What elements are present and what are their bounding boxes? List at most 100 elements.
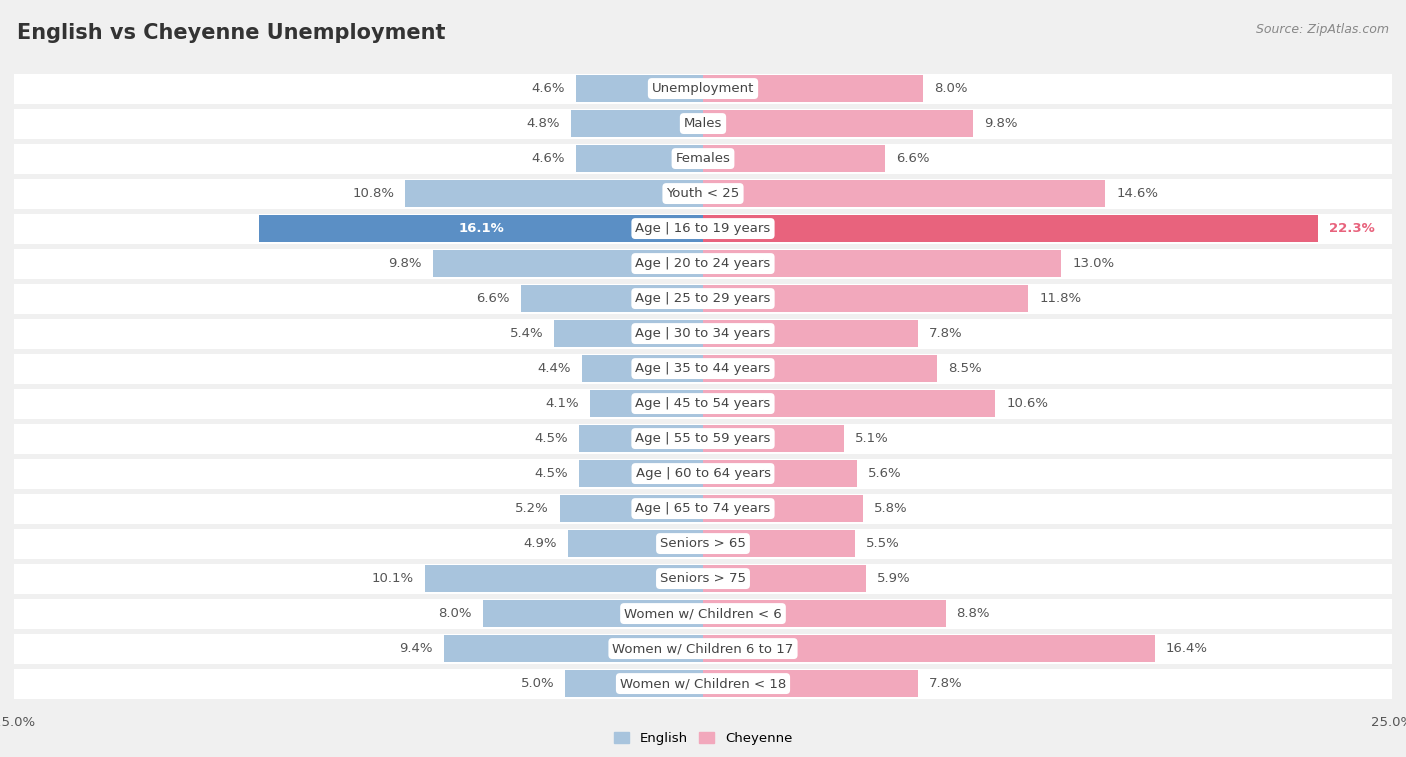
Bar: [568, 530, 703, 557]
FancyBboxPatch shape: [14, 284, 1392, 313]
FancyBboxPatch shape: [14, 668, 1392, 699]
Bar: [703, 670, 918, 697]
FancyBboxPatch shape: [14, 213, 1392, 244]
Text: Women w/ Children 6 to 17: Women w/ Children 6 to 17: [613, 642, 793, 655]
Bar: [259, 215, 703, 242]
Text: 13.0%: 13.0%: [1073, 257, 1115, 270]
Bar: [703, 355, 938, 382]
Text: Youth < 25: Youth < 25: [666, 187, 740, 200]
FancyBboxPatch shape: [14, 179, 1392, 209]
Text: Age | 25 to 29 years: Age | 25 to 29 years: [636, 292, 770, 305]
Text: 14.6%: 14.6%: [1116, 187, 1159, 200]
Text: 9.8%: 9.8%: [984, 117, 1018, 130]
FancyBboxPatch shape: [14, 144, 1392, 173]
Text: 16.1%: 16.1%: [458, 222, 503, 235]
FancyBboxPatch shape: [14, 494, 1392, 524]
FancyBboxPatch shape: [14, 319, 1392, 349]
Bar: [703, 320, 918, 347]
Text: Age | 30 to 34 years: Age | 30 to 34 years: [636, 327, 770, 340]
Text: 5.0%: 5.0%: [520, 677, 554, 690]
Text: 8.8%: 8.8%: [956, 607, 990, 620]
Bar: [703, 180, 1105, 207]
Text: 4.6%: 4.6%: [531, 152, 565, 165]
FancyBboxPatch shape: [14, 459, 1392, 488]
Bar: [582, 355, 703, 382]
Text: 9.4%: 9.4%: [399, 642, 433, 655]
Bar: [703, 635, 1154, 662]
Text: 10.6%: 10.6%: [1007, 397, 1047, 410]
Text: 16.4%: 16.4%: [1166, 642, 1208, 655]
Bar: [433, 250, 703, 277]
Text: 5.6%: 5.6%: [869, 467, 903, 480]
FancyBboxPatch shape: [14, 528, 1392, 559]
Text: Age | 60 to 64 years: Age | 60 to 64 years: [636, 467, 770, 480]
Text: Women w/ Children < 6: Women w/ Children < 6: [624, 607, 782, 620]
Text: 5.9%: 5.9%: [876, 572, 910, 585]
Bar: [560, 495, 703, 522]
Text: Age | 45 to 54 years: Age | 45 to 54 years: [636, 397, 770, 410]
Text: 7.8%: 7.8%: [929, 327, 963, 340]
Bar: [703, 285, 1028, 312]
Text: 5.8%: 5.8%: [875, 502, 907, 515]
Bar: [482, 600, 703, 628]
Text: 8.0%: 8.0%: [935, 82, 967, 95]
Text: Age | 20 to 24 years: Age | 20 to 24 years: [636, 257, 770, 270]
Text: 10.8%: 10.8%: [353, 187, 394, 200]
FancyBboxPatch shape: [14, 634, 1392, 664]
Text: Women w/ Children < 18: Women w/ Children < 18: [620, 677, 786, 690]
Text: 8.0%: 8.0%: [439, 607, 471, 620]
Bar: [571, 110, 703, 137]
Text: 4.9%: 4.9%: [523, 537, 557, 550]
Bar: [703, 530, 855, 557]
Text: 4.4%: 4.4%: [537, 362, 571, 375]
Bar: [554, 320, 703, 347]
Text: 6.6%: 6.6%: [477, 292, 510, 305]
Text: Source: ZipAtlas.com: Source: ZipAtlas.com: [1256, 23, 1389, 36]
FancyBboxPatch shape: [14, 354, 1392, 384]
Bar: [703, 600, 945, 628]
Text: Age | 65 to 74 years: Age | 65 to 74 years: [636, 502, 770, 515]
Text: Seniors > 75: Seniors > 75: [659, 572, 747, 585]
Bar: [425, 565, 703, 592]
Bar: [703, 145, 884, 172]
Bar: [444, 635, 703, 662]
Text: English vs Cheyenne Unemployment: English vs Cheyenne Unemployment: [17, 23, 446, 42]
Text: Males: Males: [683, 117, 723, 130]
Text: 9.8%: 9.8%: [388, 257, 422, 270]
Text: 5.4%: 5.4%: [509, 327, 543, 340]
Text: Seniors > 65: Seniors > 65: [659, 537, 747, 550]
Text: 4.8%: 4.8%: [526, 117, 560, 130]
Bar: [703, 250, 1062, 277]
FancyBboxPatch shape: [14, 423, 1392, 453]
FancyBboxPatch shape: [14, 563, 1392, 593]
Bar: [579, 460, 703, 488]
Bar: [703, 110, 973, 137]
FancyBboxPatch shape: [14, 388, 1392, 419]
Bar: [703, 390, 995, 417]
Bar: [703, 425, 844, 452]
Text: Females: Females: [675, 152, 731, 165]
Bar: [522, 285, 703, 312]
Text: 4.5%: 4.5%: [534, 467, 568, 480]
Bar: [576, 75, 703, 102]
Bar: [576, 145, 703, 172]
Bar: [703, 215, 1317, 242]
Text: 8.5%: 8.5%: [948, 362, 981, 375]
Text: Age | 35 to 44 years: Age | 35 to 44 years: [636, 362, 770, 375]
Text: 5.2%: 5.2%: [515, 502, 548, 515]
Text: 5.1%: 5.1%: [855, 432, 889, 445]
Text: 4.6%: 4.6%: [531, 82, 565, 95]
Bar: [579, 425, 703, 452]
Bar: [703, 565, 866, 592]
Text: 6.6%: 6.6%: [896, 152, 929, 165]
Text: 22.3%: 22.3%: [1329, 222, 1374, 235]
Bar: [591, 390, 703, 417]
Text: 4.1%: 4.1%: [546, 397, 579, 410]
FancyBboxPatch shape: [14, 248, 1392, 279]
Text: 7.8%: 7.8%: [929, 677, 963, 690]
Bar: [703, 460, 858, 488]
Bar: [703, 495, 863, 522]
FancyBboxPatch shape: [14, 599, 1392, 628]
FancyBboxPatch shape: [14, 73, 1392, 104]
Text: 16.1%: 16.1%: [202, 222, 249, 235]
